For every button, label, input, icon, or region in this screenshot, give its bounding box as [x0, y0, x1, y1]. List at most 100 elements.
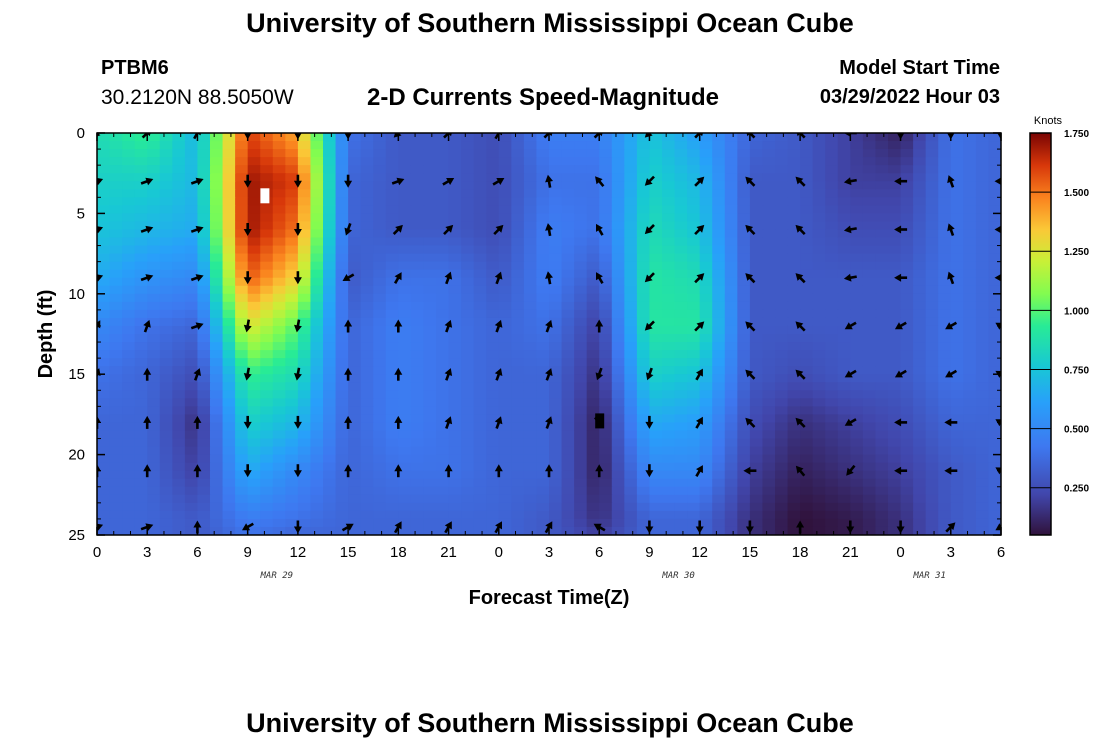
heatmap-cell — [875, 510, 889, 520]
heatmap-cell — [511, 253, 525, 263]
heatmap-cell — [624, 149, 638, 158]
heatmap-cell — [900, 406, 914, 415]
heatmap-cell — [423, 406, 437, 415]
heatmap-cell — [134, 422, 148, 432]
heatmap-cell — [875, 478, 889, 488]
current-vector — [843, 133, 857, 137]
heatmap-cell — [122, 366, 136, 375]
heatmap-cell — [172, 518, 186, 528]
heatmap-cell — [297, 446, 312, 456]
heatmap-cell — [888, 141, 902, 150]
heatmap-cell — [938, 197, 952, 206]
current-vector — [694, 321, 705, 332]
heatmap-cell — [862, 317, 877, 327]
heatmap-cell — [561, 430, 575, 440]
heatmap-cell — [523, 141, 538, 150]
current-vector — [394, 464, 403, 478]
heatmap-cell — [787, 494, 801, 504]
heatmap-cell — [599, 293, 613, 303]
heatmap-cell — [184, 197, 199, 206]
heatmap-cell — [749, 189, 764, 198]
current-vector — [393, 272, 402, 284]
heatmap-cell — [800, 189, 814, 198]
heatmap-cell — [385, 181, 399, 190]
heatmap-cell — [775, 342, 789, 351]
heatmap-cell — [712, 133, 726, 142]
heatmap-cell — [385, 157, 399, 166]
heatmap-cell — [235, 213, 249, 223]
heatmap-cell — [297, 382, 312, 391]
heatmap-cell — [523, 510, 538, 520]
x-tick-label: 3 — [947, 544, 955, 561]
heatmap-cell — [197, 317, 211, 327]
heatmap-cell — [712, 309, 726, 319]
current-vector — [392, 224, 403, 236]
heatmap-cell — [536, 486, 550, 496]
heatmap-cell — [97, 261, 111, 271]
heatmap-cell — [348, 462, 362, 472]
heatmap-cell — [323, 414, 337, 424]
heatmap-cell — [800, 486, 814, 496]
heatmap-cell — [636, 390, 651, 399]
heatmap-cell — [486, 189, 500, 198]
heatmap-cell — [109, 229, 123, 239]
heatmap-cell — [724, 189, 738, 198]
heatmap-cell — [235, 366, 249, 375]
heatmap-cell — [737, 301, 751, 311]
current-vector — [545, 464, 553, 478]
heatmap-cell — [410, 293, 425, 303]
heatmap-cell — [210, 133, 224, 142]
current-vector — [193, 464, 202, 478]
heatmap-cell — [210, 526, 224, 535]
heatmap-cell — [423, 438, 437, 448]
heatmap-cell — [862, 237, 877, 247]
heatmap-cell — [473, 293, 487, 303]
heatmap-cell — [473, 325, 487, 335]
heatmap-cell — [586, 342, 600, 351]
heatmap-cell — [674, 478, 688, 488]
colorbar-title: Knots — [1034, 115, 1063, 127]
heatmap-cell — [649, 374, 663, 383]
heatmap-cell — [938, 309, 952, 319]
heatmap-cell — [586, 430, 600, 440]
heatmap-cell — [436, 358, 450, 367]
heatmap-cell — [523, 478, 538, 488]
heatmap-cell — [963, 382, 977, 391]
heatmap-cell — [385, 205, 399, 214]
heatmap-cell — [599, 366, 613, 375]
heatmap-cell — [599, 301, 613, 311]
heatmap-cell — [888, 269, 902, 279]
heatmap-cell — [599, 406, 613, 415]
heatmap-cell — [523, 438, 538, 448]
heatmap-cell — [687, 165, 701, 174]
heatmap-cell — [260, 261, 274, 271]
heatmap-cell — [159, 261, 173, 271]
heatmap-cell — [122, 334, 136, 343]
heatmap-cell — [335, 494, 349, 504]
heatmap-cell — [737, 494, 751, 504]
heatmap-cell — [812, 438, 826, 448]
heatmap-cell — [938, 213, 952, 223]
current-vector — [494, 521, 502, 534]
heatmap-cell — [950, 165, 964, 174]
heatmap-cell — [913, 165, 927, 174]
heatmap-cell — [913, 293, 927, 303]
heatmap-cell — [938, 173, 952, 182]
heatmap-cell — [913, 189, 927, 198]
heatmap-cell — [436, 261, 450, 271]
heatmap-cell — [235, 430, 249, 440]
heatmap-cell — [950, 317, 964, 327]
heatmap-cell — [712, 342, 726, 351]
heatmap-cell — [674, 253, 688, 263]
current-vector — [694, 273, 705, 284]
heatmap-cell — [473, 245, 487, 255]
heatmap-cell — [699, 277, 713, 287]
heatmap-cell — [812, 269, 826, 279]
heatmap-cell — [988, 197, 1001, 206]
heatmap-cell — [473, 374, 487, 383]
heatmap-cell — [97, 149, 111, 158]
heatmap-cell — [398, 157, 412, 166]
heatmap-cell — [586, 301, 600, 311]
heatmap-cell — [222, 398, 236, 407]
heatmap-cell — [724, 141, 738, 150]
